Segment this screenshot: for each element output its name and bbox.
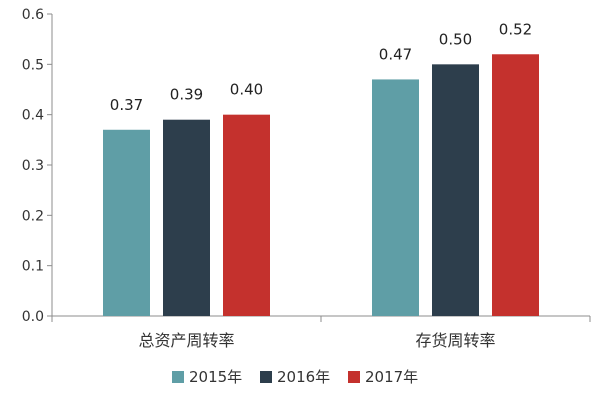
data-label: 0.39 xyxy=(170,86,203,104)
bar xyxy=(163,119,210,316)
legend: 2015年 2016年 2017年 xyxy=(172,368,418,386)
bars-layer xyxy=(103,54,539,317)
bar xyxy=(103,129,150,316)
y-tick-label: 0.6 xyxy=(22,7,44,23)
bar xyxy=(223,114,270,317)
data-label: 0.52 xyxy=(499,20,532,38)
data-label: 0.50 xyxy=(439,30,472,48)
data-label: 0.37 xyxy=(110,96,143,114)
data-label: 0.40 xyxy=(230,81,263,99)
x-category-label: 存货周转率 xyxy=(415,331,495,350)
bar xyxy=(432,64,479,316)
y-tick-label: 0.0 xyxy=(22,309,44,325)
axes-layer: 0.0 0.1 0.2 0.3 0.4 0.5 0.6 总资产周转率 存货周转率 xyxy=(22,7,591,350)
y-tick-label: 0.4 xyxy=(22,108,44,124)
legend-swatch xyxy=(172,371,184,383)
legend-label: 2017年 xyxy=(365,368,418,386)
y-tick-label: 0.5 xyxy=(22,57,44,73)
data-label: 0.47 xyxy=(379,45,412,63)
bar xyxy=(372,79,419,316)
y-tick-label: 0.2 xyxy=(22,208,44,224)
y-tick-label: 0.3 xyxy=(22,158,44,174)
data-labels-layer: 0.37 0.47 0.39 0.50 0.40 0.52 xyxy=(110,20,532,114)
legend-label: 2015年 xyxy=(189,368,242,386)
legend-swatch xyxy=(260,371,272,383)
legend-label: 2016年 xyxy=(277,368,330,386)
x-category-label: 总资产周转率 xyxy=(138,331,234,350)
legend-swatch xyxy=(348,371,360,383)
bar xyxy=(492,54,539,317)
y-tick-label: 0.1 xyxy=(22,259,44,275)
